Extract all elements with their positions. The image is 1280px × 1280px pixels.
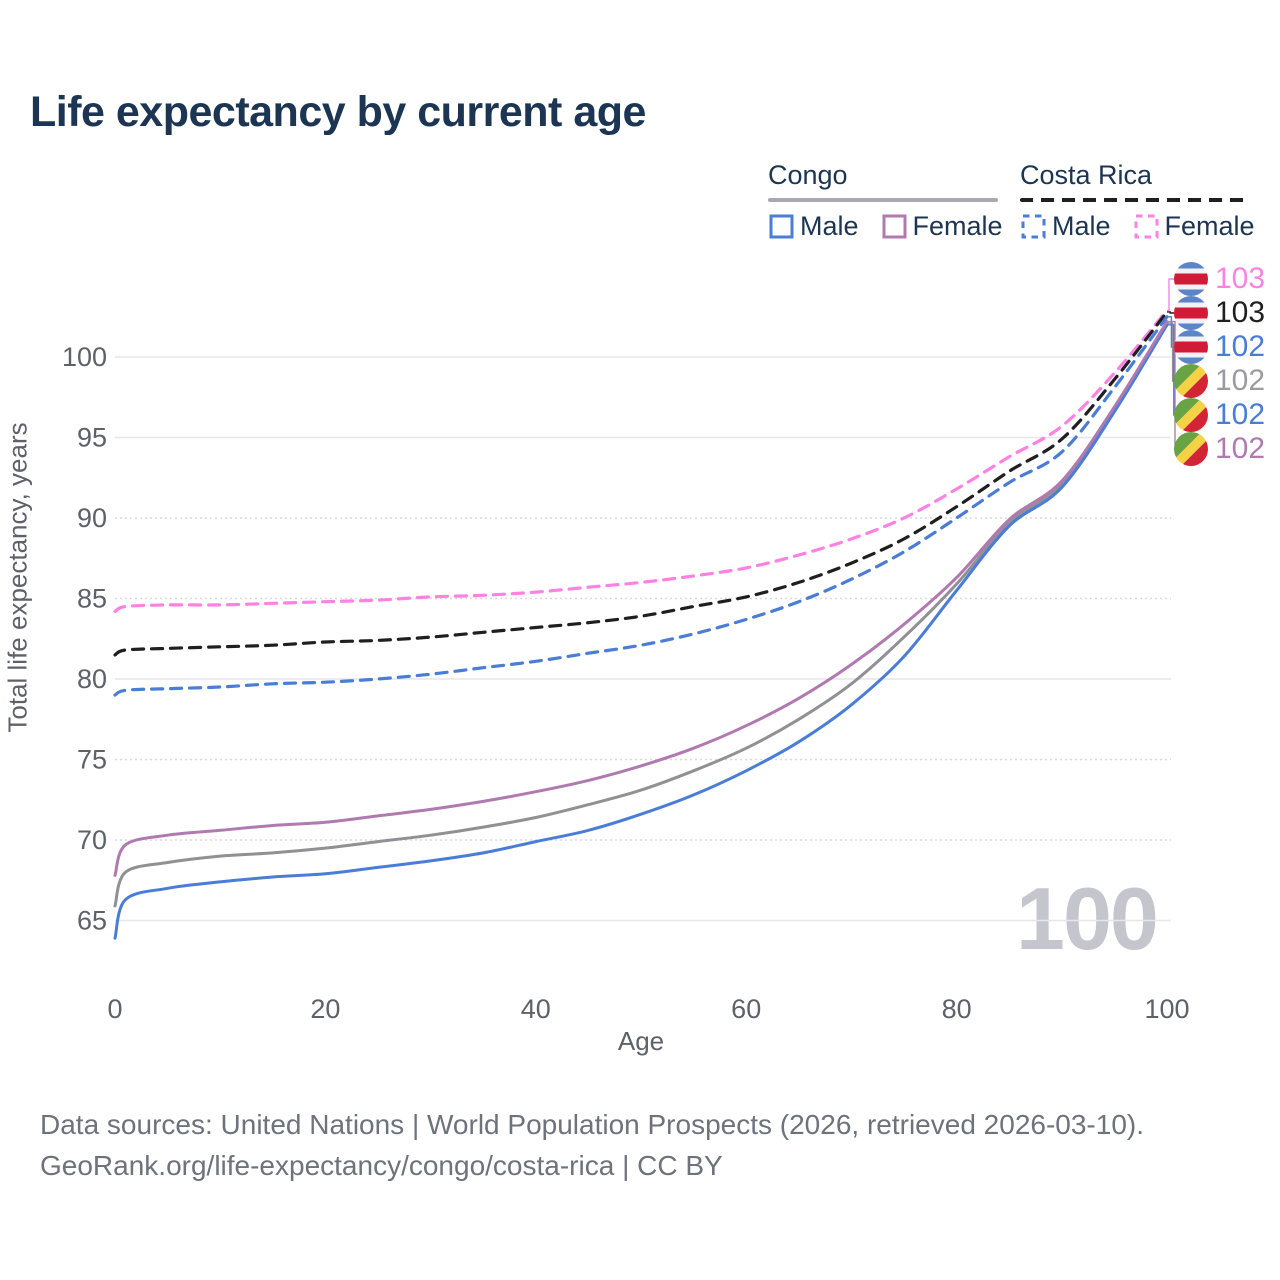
legend-item-label: Male bbox=[1052, 211, 1111, 241]
end-label-value: 102 bbox=[1215, 364, 1266, 397]
legend-item-costa-rica-male[interactable]: Male bbox=[1020, 211, 1111, 242]
x-axis-title: Age bbox=[617, 1026, 665, 1056]
x-tick-label-20: 20 bbox=[310, 994, 340, 1024]
y-tick-label-80: 80 bbox=[77, 664, 107, 694]
y-tick-label-85: 85 bbox=[77, 584, 107, 614]
costa-rica-female-swatch-icon bbox=[1134, 214, 1159, 239]
end-label-row-costa-rica-male: 102 bbox=[1174, 330, 1265, 364]
legend-item-congo-male[interactable]: Male bbox=[768, 211, 859, 242]
end-label-value: 102 bbox=[1215, 330, 1266, 363]
legend-congo-name: Congo bbox=[768, 160, 848, 190]
congo-flag-icon bbox=[1174, 398, 1208, 432]
x-tick-label-0: 0 bbox=[107, 994, 122, 1024]
y-axis-title: Total life expectancy, years bbox=[2, 422, 33, 733]
end-label-value: 103 bbox=[1215, 262, 1266, 295]
y-tick-label-95: 95 bbox=[77, 423, 107, 453]
end-label-row-costa-rica-female: 103 bbox=[1174, 262, 1265, 296]
x-tick-label-80: 80 bbox=[942, 994, 972, 1024]
leader-line-congo-male bbox=[1167, 324, 1175, 416]
legend-costa-rica-name: Costa Rica bbox=[1020, 160, 1153, 190]
leader-line-costa-rica-both-sexes bbox=[1167, 311, 1174, 314]
page-title: Life expectancy by current age bbox=[30, 88, 646, 136]
leader-line-costa-rica-female bbox=[1167, 278, 1174, 311]
legend-item-label: Female bbox=[912, 211, 1003, 241]
series-line-costa-rica-female bbox=[113, 308, 1169, 613]
end-label-value: 102 bbox=[1215, 398, 1266, 431]
x-tick-label-100: 100 bbox=[1144, 994, 1189, 1024]
x-tick-label-60: 60 bbox=[731, 994, 761, 1024]
congo-solid-line-indicator bbox=[768, 198, 998, 202]
x-tick-label-40: 40 bbox=[521, 994, 551, 1024]
y-tick-label-75: 75 bbox=[77, 745, 107, 775]
legend-group-congo: Congo Male Female bbox=[768, 160, 1003, 242]
leader-line-congo-both-sexes bbox=[1167, 322, 1174, 382]
y-tick-label-100: 100 bbox=[62, 342, 107, 372]
congo-female-swatch-icon bbox=[882, 214, 907, 239]
legend-item-label: Male bbox=[800, 211, 859, 241]
legend-item-label: Female bbox=[1164, 211, 1255, 241]
y-tick-label-65: 65 bbox=[77, 906, 107, 936]
legend-item-congo-female[interactable]: Female bbox=[881, 211, 1003, 242]
costa-rica-flag-icon bbox=[1174, 262, 1208, 296]
series-line-congo-both-sexes bbox=[113, 321, 1169, 908]
end-label-value: 102 bbox=[1215, 432, 1266, 465]
congo-flag-icon bbox=[1174, 432, 1208, 466]
costa-rica-flag-icon bbox=[1174, 330, 1208, 364]
footer: Data sources: United Nations | World Pop… bbox=[40, 1104, 1240, 1186]
costa-rica-male-swatch-icon bbox=[1021, 214, 1046, 239]
congo-flag-icon bbox=[1174, 364, 1208, 398]
congo-male-swatch-icon bbox=[769, 214, 794, 239]
y-tick-label-70: 70 bbox=[77, 825, 107, 855]
end-label-value: 103 bbox=[1215, 296, 1266, 329]
y-tick-label-90: 90 bbox=[77, 503, 107, 533]
costa-rica-dashed-line-indicator bbox=[1020, 198, 1250, 202]
legend-group-costa-rica: Costa Rica Male Female bbox=[1020, 160, 1255, 242]
footer-data-sources: Data sources: United Nations | World Pop… bbox=[40, 1109, 1145, 1140]
end-label-row-costa-rica-both-sexes: 103 bbox=[1174, 296, 1265, 330]
legend-item-costa-rica-female[interactable]: Female bbox=[1133, 211, 1255, 242]
end-label-row-congo-female: 102 bbox=[1174, 432, 1265, 466]
series-line-costa-rica-both-sexes bbox=[113, 310, 1169, 657]
costa-rica-flag-icon bbox=[1174, 296, 1208, 330]
series-line-congo-female bbox=[113, 320, 1169, 877]
footer-attribution: GeoRank.org/life-expectancy/congo/costa-… bbox=[40, 1150, 723, 1181]
series-line-congo-male bbox=[113, 323, 1169, 940]
age-counter-watermark: 100 bbox=[1016, 869, 1159, 968]
end-label-row-congo-both-sexes: 102 bbox=[1174, 364, 1265, 398]
series-line-costa-rica-male bbox=[113, 315, 1169, 697]
end-label-row-congo-male: 102 bbox=[1174, 398, 1265, 432]
